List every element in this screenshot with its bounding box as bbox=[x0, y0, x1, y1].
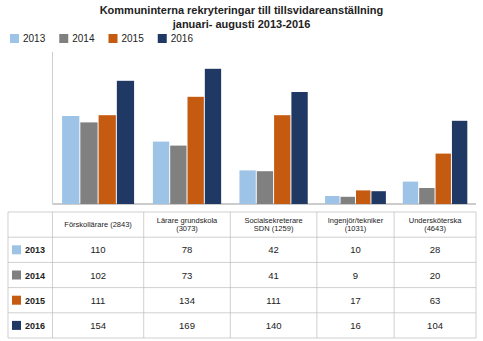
bar bbox=[153, 142, 169, 204]
table-rule bbox=[230, 212, 231, 338]
bar bbox=[205, 69, 221, 204]
table-rule bbox=[52, 212, 53, 338]
table-value: 102 bbox=[90, 270, 106, 281]
legend-label: 2015 bbox=[122, 33, 145, 44]
bar bbox=[257, 171, 273, 204]
legend-swatch bbox=[109, 34, 118, 43]
bar bbox=[117, 81, 134, 204]
bar bbox=[452, 121, 467, 204]
table: Förskollärare (2843) Lärare grundskola(30… bbox=[8, 212, 476, 338]
table-header: Ingenjör/tekniker(1031) bbox=[328, 216, 384, 234]
table-header: Lärare grundskola(3073) bbox=[157, 216, 218, 234]
row-label: 2013 bbox=[25, 245, 45, 255]
table-value: 111 bbox=[266, 295, 280, 306]
bar bbox=[99, 115, 116, 204]
table-rule bbox=[143, 212, 144, 338]
bar bbox=[341, 197, 355, 204]
legend-label: 2014 bbox=[72, 33, 95, 44]
title: Kommuninterna rekryteringar till tillsvi… bbox=[100, 4, 384, 16]
table-value: 16 bbox=[350, 320, 361, 331]
table-value: 63 bbox=[430, 295, 441, 306]
bar bbox=[325, 196, 339, 204]
legend-swatch bbox=[158, 34, 167, 43]
bar bbox=[274, 115, 290, 204]
table-value: 20 bbox=[430, 270, 441, 281]
legend-swatch bbox=[59, 34, 68, 43]
table-value: 28 bbox=[430, 244, 441, 255]
legend-label: 2013 bbox=[23, 33, 46, 44]
table-value: 42 bbox=[268, 244, 279, 255]
table-rule bbox=[316, 212, 317, 338]
row-label: 2014 bbox=[25, 271, 45, 281]
row-swatch bbox=[12, 271, 21, 280]
subtitle: januari- augusti 2013-2016 bbox=[172, 18, 311, 30]
legend: 2013 2014 2015 2016 bbox=[10, 33, 193, 44]
table-header: Undersköterska(4643) bbox=[409, 216, 462, 234]
bar bbox=[403, 182, 418, 204]
table-rule bbox=[8, 312, 476, 313]
table-value: 111 bbox=[91, 295, 105, 306]
row-label: 2016 bbox=[25, 321, 45, 331]
bar bbox=[80, 122, 97, 204]
table-value: 73 bbox=[182, 270, 193, 281]
table-rule bbox=[476, 212, 477, 338]
table-rule bbox=[8, 287, 476, 288]
legend-swatch bbox=[10, 34, 19, 43]
table-rule bbox=[8, 338, 476, 339]
table-value: 41 bbox=[268, 270, 279, 281]
row-swatch bbox=[12, 245, 21, 254]
table-header: SocialsekreterareSDN (1259) bbox=[244, 216, 302, 234]
bar bbox=[291, 92, 307, 204]
row-swatch bbox=[12, 321, 21, 330]
table-value: 104 bbox=[427, 320, 443, 331]
table-value: 17 bbox=[350, 295, 361, 306]
table-value: 134 bbox=[179, 295, 195, 306]
bar bbox=[170, 146, 186, 204]
bar bbox=[188, 97, 204, 204]
table-value: 140 bbox=[266, 320, 282, 331]
table-value: 78 bbox=[182, 244, 193, 255]
table-header: Förskollärare (2843) bbox=[64, 220, 132, 229]
table-rule bbox=[8, 212, 476, 213]
table-rule bbox=[394, 212, 395, 338]
bar bbox=[419, 188, 434, 204]
table-value: 169 bbox=[179, 320, 195, 331]
table-value: 154 bbox=[90, 320, 106, 331]
bar bbox=[239, 170, 255, 204]
bar bbox=[371, 191, 385, 204]
table-value: 9 bbox=[353, 270, 358, 281]
bar bbox=[356, 190, 370, 204]
row-label: 2015 bbox=[25, 296, 45, 306]
table-rule bbox=[8, 237, 476, 238]
bar bbox=[62, 116, 79, 204]
chart: Kommuninterna rekryteringar till tillsvi… bbox=[0, 0, 483, 341]
table-rule bbox=[8, 262, 476, 263]
table-rule bbox=[8, 212, 9, 338]
table-value: 110 bbox=[91, 244, 106, 255]
y-axis-line bbox=[52, 52, 53, 204]
bars bbox=[62, 69, 467, 204]
bar bbox=[436, 154, 451, 204]
row-swatch bbox=[12, 296, 21, 305]
table-value: 10 bbox=[350, 244, 361, 255]
legend-label: 2016 bbox=[171, 33, 194, 44]
